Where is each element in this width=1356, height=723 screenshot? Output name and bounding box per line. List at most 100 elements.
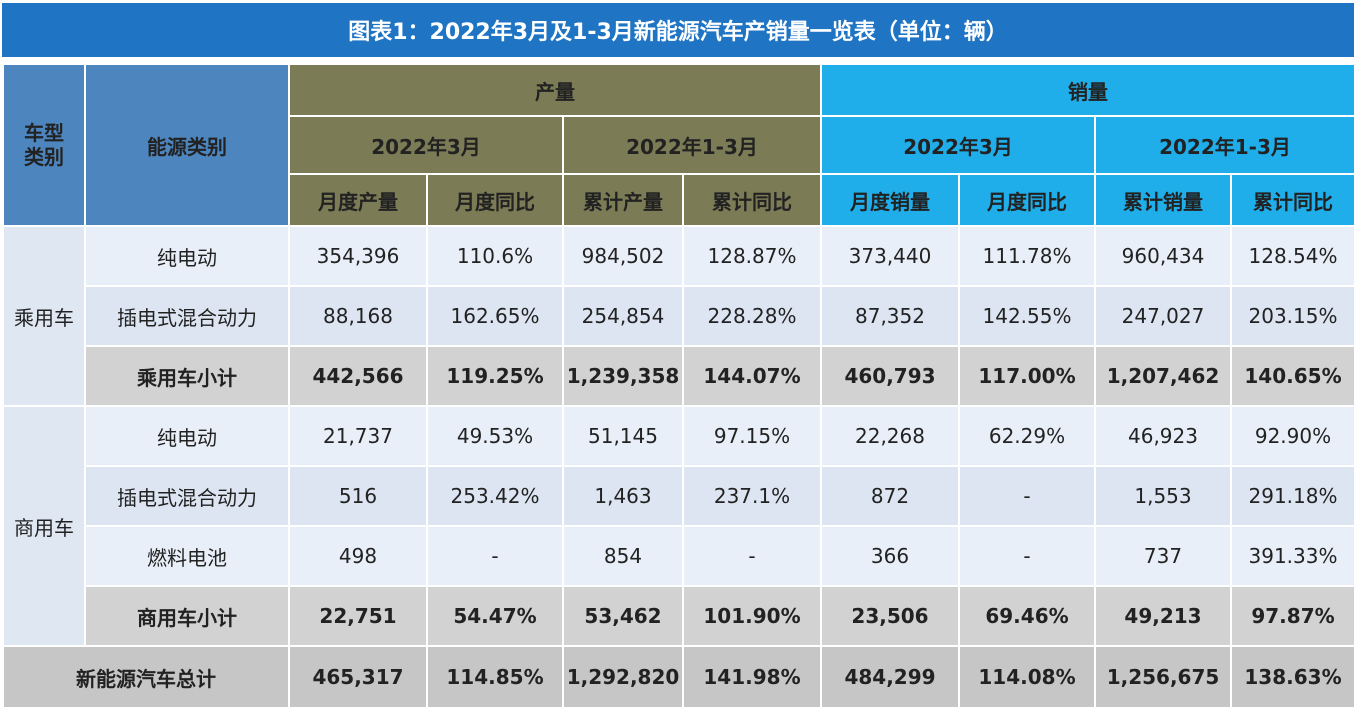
cell: 54.47%: [428, 587, 562, 645]
cell: 87,352: [822, 287, 958, 345]
cell: 142.55%: [960, 287, 1094, 345]
table-row: 插电式混合动力 88,168 162.65% 254,854 228.28% 8…: [4, 287, 1354, 345]
sales-ytd-header: 2022年1-3月: [1096, 117, 1354, 173]
cell: 97.87%: [1232, 587, 1354, 645]
cell: 366: [822, 527, 958, 585]
cell: -: [960, 467, 1094, 525]
cell: -: [428, 527, 562, 585]
table-row: 燃料电池 498 - 854 - 366 - 737 391.33%: [4, 527, 1354, 585]
cell: 228.28%: [684, 287, 820, 345]
cell: 442,566: [290, 347, 426, 405]
row-label: 商用车小计: [86, 587, 288, 645]
subtotal-row: 商用车小计 22,751 54.47% 53,462 101.90% 23,50…: [4, 587, 1354, 645]
cell: 484,299: [822, 647, 958, 707]
cell: 1,239,358: [564, 347, 682, 405]
cell: 62.29%: [960, 407, 1094, 465]
cell: 253.42%: [428, 467, 562, 525]
cell: 984,502: [564, 227, 682, 285]
cell: 237.1%: [684, 467, 820, 525]
cell: 53,462: [564, 587, 682, 645]
col-header: 累计同比: [1232, 175, 1354, 225]
header-row-2: 2022年3月 2022年1-3月 2022年3月 2022年1-3月: [4, 117, 1354, 173]
cell: 46,923: [1096, 407, 1230, 465]
cell: 49,213: [1096, 587, 1230, 645]
cell: 119.25%: [428, 347, 562, 405]
cell: 128.87%: [684, 227, 820, 285]
production-header: 产量: [290, 65, 820, 115]
cell: 854: [564, 527, 682, 585]
group-label-passenger: 乘用车: [4, 227, 84, 405]
cell: 1,207,462: [1096, 347, 1230, 405]
cell: 101.90%: [684, 587, 820, 645]
row-label: 插电式混合动力: [86, 467, 288, 525]
col-header: 月度产量: [290, 175, 426, 225]
cell: 291.18%: [1232, 467, 1354, 525]
vehicle-type-header: 车型类别: [4, 65, 84, 225]
cell: 391.33%: [1232, 527, 1354, 585]
cell: 114.08%: [960, 647, 1094, 707]
cell: 144.07%: [684, 347, 820, 405]
row-label: 纯电动: [86, 227, 288, 285]
row-label: 新能源汽车总计: [4, 647, 288, 707]
table-title: 图表1：2022年3月及1-3月新能源汽车产销量一览表（单位：辆）: [2, 3, 1354, 57]
cell: 114.85%: [428, 647, 562, 707]
row-label: 燃料电池: [86, 527, 288, 585]
cell: 1,463: [564, 467, 682, 525]
cell: 1,553: [1096, 467, 1230, 525]
cell: 51,145: [564, 407, 682, 465]
sales-month-header: 2022年3月: [822, 117, 1094, 173]
col-header: 月度销量: [822, 175, 958, 225]
cell: 1,256,675: [1096, 647, 1230, 707]
production-ytd-header: 2022年1-3月: [564, 117, 820, 173]
cell: 22,751: [290, 587, 426, 645]
cell: 737: [1096, 527, 1230, 585]
production-month-header: 2022年3月: [290, 117, 562, 173]
cell: 254,854: [564, 287, 682, 345]
cell: 1,292,820: [564, 647, 682, 707]
header-row-1: 车型类别 能源类别 产量 销量: [4, 65, 1354, 225]
cell: 23,506: [822, 587, 958, 645]
cell: 140.65%: [1232, 347, 1354, 405]
col-header: 累计销量: [1096, 175, 1230, 225]
row-label: 纯电动: [86, 407, 288, 465]
row-label: 插电式混合动力: [86, 287, 288, 345]
cell: 872: [822, 467, 958, 525]
cell: -: [960, 527, 1094, 585]
cell: 97.15%: [684, 407, 820, 465]
cell: 203.15%: [1232, 287, 1354, 345]
cell: 110.6%: [428, 227, 562, 285]
cell: 516: [290, 467, 426, 525]
col-header: 月度同比: [960, 175, 1094, 225]
energy-type-header: 能源类别: [86, 65, 288, 225]
header-row-3: 月度产量 月度同比 累计产量 累计同比 月度销量 月度同比 累计销量 累计同比: [4, 175, 1354, 225]
table-row: 插电式混合动力 516 253.42% 1,463 237.1% 872 - 1…: [4, 467, 1354, 525]
cell: 49.53%: [428, 407, 562, 465]
total-row: 新能源汽车总计 465,317 114.85% 1,292,820 141.98…: [4, 647, 1354, 707]
cell: 21,737: [290, 407, 426, 465]
cell: 69.46%: [960, 587, 1094, 645]
cell: 960,434: [1096, 227, 1230, 285]
cell: 138.63%: [1232, 647, 1354, 707]
cell: 373,440: [822, 227, 958, 285]
cell: 128.54%: [1232, 227, 1354, 285]
cell: 460,793: [822, 347, 958, 405]
cell: 162.65%: [428, 287, 562, 345]
data-table: 车型类别 能源类别 产量 销量 2022年3月 2022年1-3月 2022年3…: [2, 63, 1356, 709]
cell: 92.90%: [1232, 407, 1354, 465]
subtotal-row: 乘用车小计 442,566 119.25% 1,239,358 144.07% …: [4, 347, 1354, 405]
cell: -: [684, 527, 820, 585]
cell: 117.00%: [960, 347, 1094, 405]
col-header: 累计产量: [564, 175, 682, 225]
cell: 498: [290, 527, 426, 585]
row-label: 乘用车小计: [86, 347, 288, 405]
col-header: 累计同比: [684, 175, 820, 225]
table-row: 乘用车 纯电动 354,396 110.6% 984,502 128.87% 3…: [4, 227, 1354, 405]
cell: 354,396: [290, 227, 426, 285]
cell: 247,027: [1096, 287, 1230, 345]
cell: 141.98%: [684, 647, 820, 707]
group-label-commercial: 商用车: [4, 407, 84, 645]
table-row: 商用车 纯电动 21,737 49.53% 51,145 97.15% 22,2…: [4, 407, 1354, 645]
cell: 465,317: [290, 647, 426, 707]
cell: 22,268: [822, 407, 958, 465]
col-header: 月度同比: [428, 175, 562, 225]
